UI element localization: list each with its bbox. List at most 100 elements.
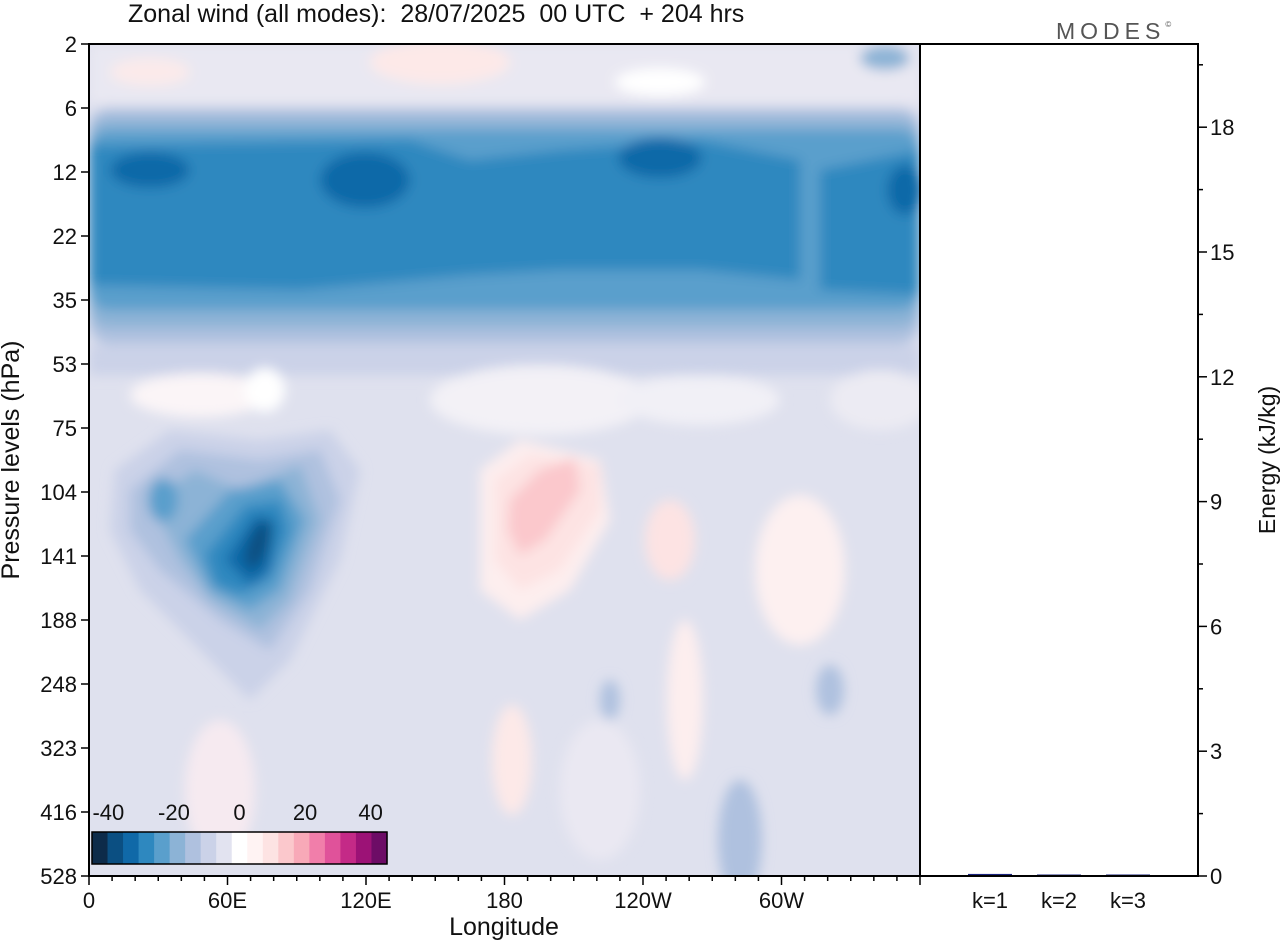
band-max-4 bbox=[887, 165, 920, 215]
field-blobs bbox=[89, 44, 920, 876]
x-tick-label: 180 bbox=[486, 888, 523, 913]
colorbar-swatch bbox=[169, 832, 186, 864]
y-tick-label: 75 bbox=[53, 416, 77, 441]
colorbar-swatch bbox=[355, 832, 373, 864]
x-axis-label: Longitude bbox=[449, 913, 559, 941]
field-top-layer bbox=[89, 44, 920, 104]
low-blue-3 bbox=[816, 665, 844, 715]
x-tick-label: 120E bbox=[340, 888, 391, 913]
colorbar: -40 -20 0 20 40 bbox=[91, 800, 388, 865]
colorbar-swatch bbox=[185, 832, 202, 864]
low-warm-1 bbox=[492, 705, 532, 815]
chart-title: Zonal wind (all modes): 28/07/2025 00 UT… bbox=[128, 0, 745, 28]
field-top-warm bbox=[370, 44, 510, 84]
white-patch-4 bbox=[620, 375, 780, 425]
white-patch-3 bbox=[430, 365, 650, 435]
colorbar-frame bbox=[91, 831, 388, 865]
y-tick-label: 22 bbox=[53, 224, 77, 249]
low-blue-2 bbox=[600, 680, 620, 720]
energy-tick-label: 15 bbox=[1210, 240, 1234, 265]
y-axis-pressure: 2 6 12 22 35 53 75 104 141 188 248 323 416 528 bbox=[40, 32, 89, 889]
energy-category-label: k=2 bbox=[1041, 888, 1077, 913]
low-warm-3 bbox=[185, 720, 255, 860]
y-tick-label: 53 bbox=[53, 352, 77, 377]
low-blue-1 bbox=[718, 780, 762, 876]
energy-tick-label: 18 bbox=[1210, 115, 1234, 140]
energy-axis-label: Energy (kJ/kg) bbox=[1254, 386, 1280, 534]
colorbar-swatch bbox=[324, 832, 342, 864]
field-top-blue bbox=[860, 46, 910, 70]
westerly-core bbox=[508, 458, 580, 555]
heatmap-field bbox=[89, 44, 920, 876]
energy-category-label: k=3 bbox=[1110, 888, 1146, 913]
colorbar-swatch bbox=[371, 832, 388, 864]
y-axis-energy: 0 3 6 9 12 15 18 bbox=[1198, 64, 1234, 889]
y-tick-label: 248 bbox=[40, 672, 77, 697]
westerly-patch-3 bbox=[755, 495, 845, 645]
y-tick-label: 104 bbox=[40, 480, 77, 505]
colorbar-swatch bbox=[231, 832, 248, 864]
x-tick-label: 0 bbox=[83, 888, 95, 913]
y-tick-label: 12 bbox=[53, 160, 77, 185]
colorbar-swatch bbox=[123, 832, 140, 864]
energy-tick-label: 6 bbox=[1210, 614, 1222, 639]
x-tick-label: 60W bbox=[759, 888, 804, 913]
jet-side-max bbox=[148, 478, 178, 522]
energy-bar bbox=[968, 873, 1012, 876]
colorbar-swatch bbox=[107, 832, 124, 864]
y-tick-label: 6 bbox=[65, 96, 77, 121]
x-axis: 0 60E 120E 180 120W 60W bbox=[83, 876, 921, 913]
colorbar-swatch bbox=[216, 832, 233, 864]
energy-frame bbox=[919, 43, 1199, 877]
colorbar-swatch bbox=[262, 832, 279, 864]
energy-panel bbox=[920, 44, 1198, 876]
colorbar-swatch bbox=[278, 832, 295, 864]
low-warm-2 bbox=[667, 620, 703, 780]
y-tick-label: 528 bbox=[40, 864, 77, 889]
field-top-white bbox=[615, 68, 705, 96]
y-tick-label: 323 bbox=[40, 736, 77, 761]
colorbar-swatch bbox=[92, 832, 109, 864]
x-tick-label: 60E bbox=[208, 888, 247, 913]
brand-logo: MODES© bbox=[1056, 18, 1171, 45]
colorbar-swatch bbox=[293, 832, 310, 864]
colorbar-tick-label: 40 bbox=[358, 800, 382, 825]
white-patch-5 bbox=[830, 370, 920, 430]
y-tick-label: 35 bbox=[53, 288, 77, 313]
y-axis-label: Pressure levels (hPa) bbox=[0, 341, 25, 580]
field-top-warm-2 bbox=[110, 58, 190, 86]
y-tick-label: 416 bbox=[40, 800, 77, 825]
colorbar-swatch bbox=[200, 832, 217, 864]
white-patch-2 bbox=[245, 368, 285, 412]
energy-tick-label: 3 bbox=[1210, 739, 1222, 764]
colorbar-swatch bbox=[138, 832, 155, 864]
x-tick-label: 120W bbox=[614, 888, 672, 913]
colorbar-tick-label: 20 bbox=[293, 800, 317, 825]
y-tick-label: 141 bbox=[40, 544, 77, 569]
colorbar-tick-label: -20 bbox=[158, 800, 190, 825]
energy-tick-label: 0 bbox=[1210, 864, 1222, 889]
colorbar-swatch bbox=[309, 832, 326, 864]
colorbar-swatch bbox=[340, 832, 357, 864]
low-light bbox=[560, 720, 640, 860]
jet-core bbox=[245, 521, 271, 569]
band-max-3 bbox=[618, 138, 702, 178]
band-max-2 bbox=[320, 152, 410, 208]
colorbar-tick-label: 0 bbox=[233, 800, 245, 825]
westerly-patch-2 bbox=[645, 500, 695, 580]
colorbar-swatch bbox=[247, 832, 264, 864]
y-tick-label: 2 bbox=[65, 32, 77, 57]
band-max-1 bbox=[110, 152, 190, 188]
brand-mark: © bbox=[1165, 20, 1172, 29]
energy-tick-label: 9 bbox=[1210, 490, 1222, 515]
brand-name: MODES bbox=[1056, 18, 1166, 44]
y-tick-label: 188 bbox=[40, 608, 77, 633]
energy-tick-label: 12 bbox=[1210, 365, 1234, 390]
colorbar-swatch bbox=[154, 832, 171, 864]
energy-category-label: k=1 bbox=[972, 888, 1008, 913]
band-core bbox=[89, 140, 800, 290]
white-patch-1 bbox=[130, 373, 270, 417]
energy-bars: k=1 k=2 k=3 bbox=[968, 873, 1150, 913]
